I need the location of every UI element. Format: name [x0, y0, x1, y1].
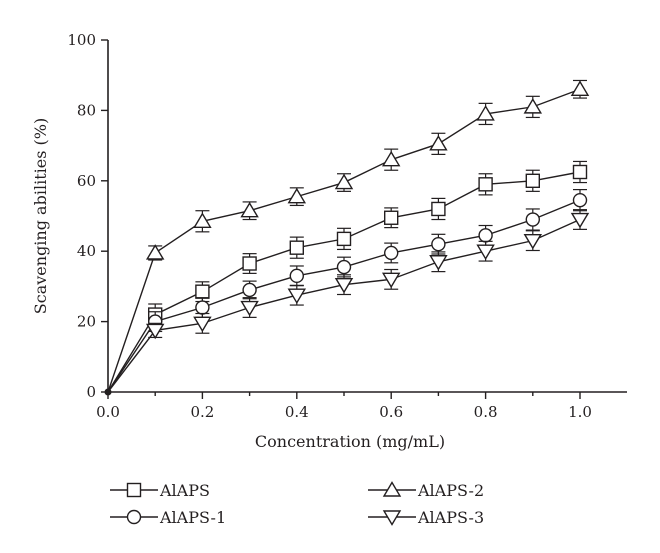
data-point-alaps-2 [193, 212, 212, 228]
data-point-alaps-3 [476, 244, 495, 261]
series-alaps-3 [107, 209, 590, 393]
data-point-alaps [289, 240, 304, 255]
y-tick-label: 80 [77, 101, 96, 119]
x-tick-label: 0.2 [190, 403, 214, 421]
data-point-alaps [336, 231, 352, 247]
y-tick-label: 40 [77, 242, 96, 260]
y-tick-label: 0 [86, 383, 96, 401]
data-point-alaps-2 [334, 173, 354, 190]
legend-marker-alaps [110, 482, 158, 498]
data-point-alaps [242, 256, 257, 271]
legend-item-alaps-2: AlAPS-2 [368, 481, 484, 500]
data-point-alaps-1 [525, 212, 540, 227]
y-axis-title: Scavenging abilities (%) [31, 118, 50, 314]
data-point-alaps-3 [240, 300, 259, 317]
series-alaps-2 [107, 79, 590, 393]
data-point-alaps-2 [476, 105, 495, 121]
data-point-alaps-1 [572, 192, 588, 208]
data-point-alaps-2 [287, 187, 307, 204]
legend-label-alaps-3: AlAPS-3 [417, 508, 484, 527]
legend-symbol-circle [126, 509, 142, 525]
x-tick-label: 0.8 [474, 403, 498, 421]
data-point-alaps-2 [240, 201, 259, 218]
legend-item-alaps-1: AlAPS-1 [110, 508, 226, 527]
origin-point [104, 388, 112, 396]
data-point-alaps-2 [429, 134, 448, 151]
legend-symbol-square [126, 482, 142, 498]
legend-symbol-triangle-up [382, 481, 402, 497]
data-point-alaps-3 [193, 316, 212, 333]
data-point-alaps-2 [381, 150, 401, 167]
data-point-alaps-2 [523, 98, 543, 114]
data-point-alaps-3 [429, 255, 448, 271]
data-point-alaps-3 [381, 272, 401, 289]
legend-label-alaps: AlAPS [159, 481, 210, 500]
data-point-alaps-1 [242, 282, 257, 298]
data-point-alaps [478, 177, 493, 192]
data-point-alaps-1 [289, 268, 304, 284]
series-alaps-1 [107, 189, 588, 393]
data-point-alaps [572, 164, 588, 180]
series-layer [104, 79, 590, 396]
legend-symbol-triangle-down [382, 510, 402, 526]
data-point-alaps-1 [478, 228, 493, 243]
data-point-alaps [525, 173, 540, 189]
y-tick-label: 100 [67, 31, 96, 49]
data-point-alaps-1 [336, 259, 352, 275]
y-tick-label: 60 [77, 172, 96, 190]
data-point-alaps-3 [523, 233, 543, 250]
x-tick-label: 0.6 [379, 403, 403, 421]
data-point-alaps-2 [570, 80, 590, 96]
legend: AlAPS AlAPS-2 AlAPS-1 AlAPS-3 [110, 481, 484, 527]
data-point-alaps [195, 284, 210, 299]
data-point-alaps-3 [287, 288, 307, 305]
data-point-alaps-1 [195, 300, 210, 315]
data-point-alaps [431, 201, 446, 217]
ticks: 0 20 40 60 80 100 0.0 0.2 0.4 0.6 0.8 1.0 [67, 31, 592, 421]
data-point-alaps-3 [334, 277, 354, 294]
data-point-alaps-2 [145, 244, 165, 260]
data-point-alaps-1 [384, 245, 399, 261]
x-axis-title: Concentration (mg/mL) [255, 432, 445, 451]
legend-marker-alaps-1 [110, 509, 158, 525]
x-tick-label: 1.0 [568, 403, 592, 421]
legend-item-alaps: AlAPS [110, 481, 210, 500]
data-point-alaps-1 [431, 236, 446, 252]
legend-marker-alaps-3 [368, 510, 416, 526]
legend-label-alaps-1: AlAPS-1 [159, 508, 226, 527]
data-point-alaps-3 [570, 212, 590, 229]
data-point-alaps-3 [145, 323, 165, 340]
legend-marker-alaps-2 [368, 481, 416, 497]
axes [107, 40, 627, 393]
legend-label-alaps-2: AlAPS-2 [417, 481, 484, 500]
x-tick-label: 0.0 [96, 403, 120, 421]
x-tick-label: 0.4 [285, 403, 309, 421]
legend-item-alaps-3: AlAPS-3 [368, 508, 484, 527]
y-tick-label: 20 [77, 313, 96, 331]
data-point-alaps [384, 210, 399, 225]
